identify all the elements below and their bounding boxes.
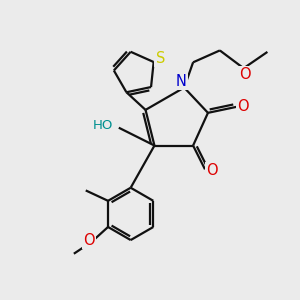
Text: HO: HO bbox=[93, 119, 113, 132]
Text: O: O bbox=[83, 233, 95, 248]
Text: O: O bbox=[239, 67, 251, 82]
Text: O: O bbox=[206, 163, 217, 178]
Text: N: N bbox=[176, 74, 187, 89]
Text: S: S bbox=[155, 51, 165, 66]
Text: O: O bbox=[237, 99, 248, 114]
